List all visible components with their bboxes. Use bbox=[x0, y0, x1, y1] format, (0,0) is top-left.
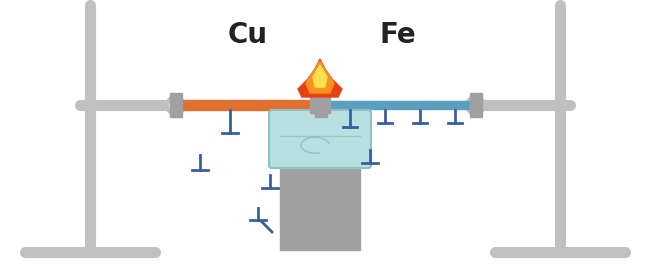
Polygon shape bbox=[298, 59, 342, 97]
Text: Fe: Fe bbox=[379, 21, 416, 49]
Bar bbox=[320, 101, 475, 109]
FancyBboxPatch shape bbox=[269, 110, 371, 168]
Polygon shape bbox=[313, 65, 327, 87]
Bar bbox=[175, 100, 320, 110]
Bar bbox=[315, 93, 327, 117]
Bar bbox=[310, 97, 330, 113]
Bar bbox=[470, 93, 482, 117]
Bar bbox=[170, 93, 182, 117]
Text: Cu: Cu bbox=[227, 21, 268, 49]
Bar bbox=[280, 165, 360, 250]
Polygon shape bbox=[306, 61, 334, 93]
